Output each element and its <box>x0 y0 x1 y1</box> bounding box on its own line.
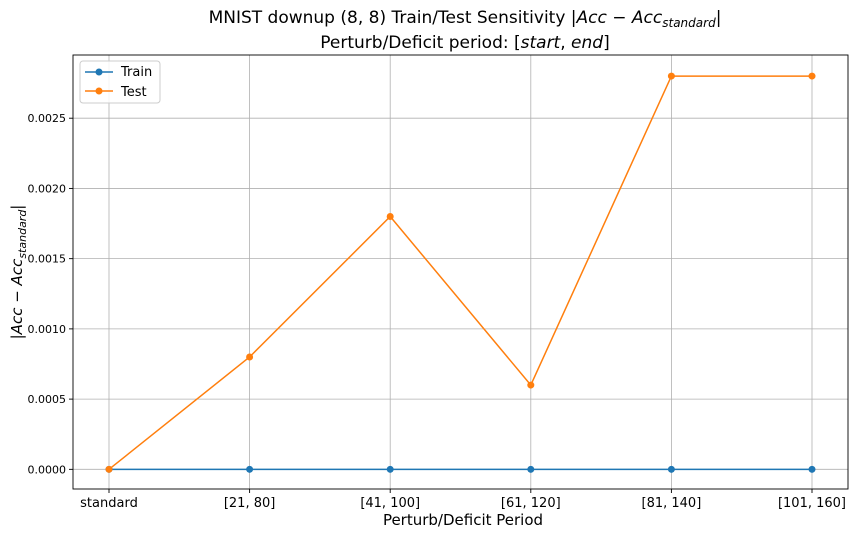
x-tick-label: [81, 140] <box>642 496 702 511</box>
y-tick-label: 0.0010 <box>28 323 67 336</box>
x-tick-label: standard <box>80 496 138 511</box>
x-axis-ticks: standard [21, 80] [41, 100] [61, 120] [81, 1… <box>80 489 846 511</box>
x-tick-label: [61, 120] <box>501 496 561 511</box>
title2-start: start <box>521 33 562 53</box>
ylabel-close: | <box>8 205 26 210</box>
ylabel-subscript: standard <box>16 209 29 259</box>
y-axis-label: |Acc − Accstandard| <box>8 205 29 340</box>
title-minus: − <box>607 8 632 28</box>
chart-title-line1: MNIST downup (8, 8) Train/Test Sensitivi… <box>209 8 722 30</box>
title2-end: end <box>571 33 603 53</box>
title-bar: | <box>716 8 722 28</box>
y-tick-label: 0.0020 <box>28 182 67 195</box>
x-axis-label: Perturb/Deficit Period <box>383 511 543 529</box>
data-point-train <box>527 465 535 473</box>
title2-close: ] <box>603 33 610 53</box>
y-tick-label: 0.0000 <box>28 463 67 476</box>
legend-test-label: Test <box>120 85 147 100</box>
title-acc: Acc <box>576 8 608 28</box>
ylabel-minus: − <box>8 285 26 307</box>
data-point-test <box>246 353 254 361</box>
data-point-train <box>667 465 675 473</box>
legend: Train Test <box>79 60 161 104</box>
y-tick-label: 0.0015 <box>28 253 67 266</box>
data-point-test <box>386 213 394 221</box>
data-point-test <box>527 381 535 389</box>
ylabel-acc2: Acc <box>8 258 26 287</box>
title-prefix: MNIST downup (8, 8) Train/Test Sensitivi… <box>209 8 577 28</box>
data-point-train <box>808 465 816 473</box>
ylabel-open: | <box>8 334 26 339</box>
legend-train-marker <box>95 68 103 76</box>
data-point-test <box>808 72 816 80</box>
series-line-test <box>108 75 812 470</box>
data-point-test <box>667 72 675 80</box>
chart-title-line2: Perturb/Deficit period: [start, end] <box>320 33 609 53</box>
legend-test-marker <box>95 87 103 95</box>
series-train <box>105 465 816 473</box>
title-acc2: Acc <box>631 8 663 28</box>
data-point-train <box>386 465 394 473</box>
title-subscript: standard <box>662 16 716 30</box>
plot-frame <box>72 54 849 490</box>
x-tick-label: [101, 160] <box>778 496 846 511</box>
ylabel-acc: Acc <box>8 307 26 336</box>
legend-train-label: Train <box>120 65 152 80</box>
title2-prefix: Perturb/Deficit period: [ <box>320 33 520 53</box>
series-test <box>105 72 816 473</box>
data-point-train <box>246 465 254 473</box>
y-tick-label: 0.0025 <box>28 112 67 125</box>
y-axis-ticks: 0.0000 0.0005 0.0010 0.0015 0.0020 0.0025 <box>28 112 73 476</box>
series-layer <box>105 72 816 473</box>
y-tick-label: 0.0005 <box>28 393 67 406</box>
data-point-test <box>105 465 113 473</box>
title2-comma: , <box>560 33 571 53</box>
x-tick-label: [21, 80] <box>224 496 276 511</box>
x-tick-label: [41, 100] <box>360 496 420 511</box>
grid <box>73 55 848 489</box>
